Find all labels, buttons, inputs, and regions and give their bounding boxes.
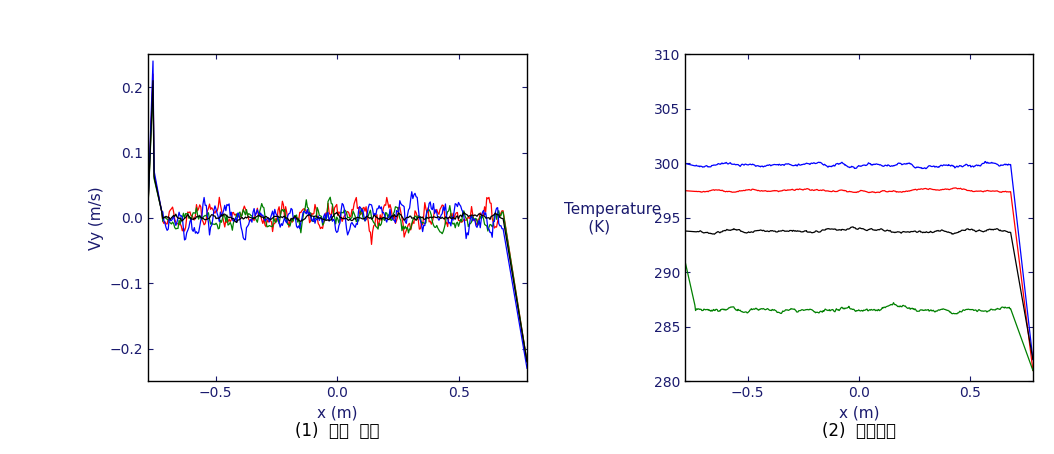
- Text: (2)  평균온도: (2) 평균온도: [822, 422, 896, 440]
- X-axis label: x (m): x (m): [317, 406, 357, 421]
- Y-axis label: Vy (m/s): Vy (m/s): [89, 186, 103, 250]
- X-axis label: x (m): x (m): [839, 406, 879, 421]
- Text: (1)  평균  속도: (1) 평균 속도: [295, 422, 379, 440]
- Text: Temperature
     (K): Temperature (K): [564, 202, 661, 234]
